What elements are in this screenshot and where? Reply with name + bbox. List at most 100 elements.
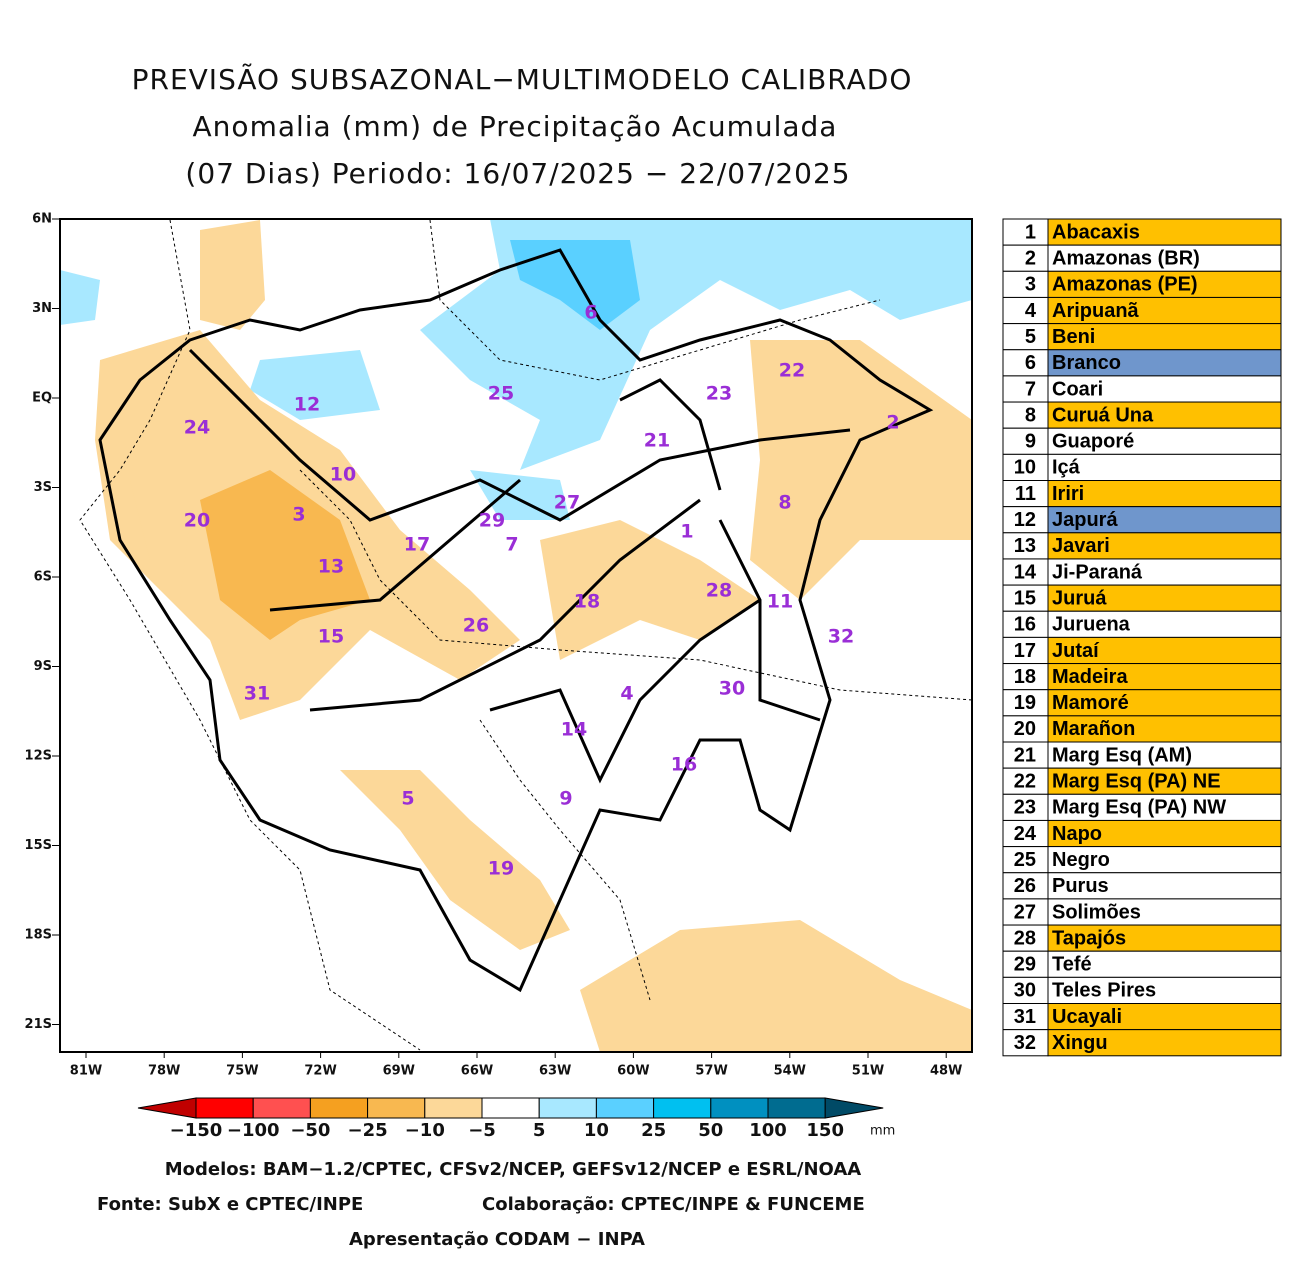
footer-presentation: Apresentação CODAM − INPA	[349, 1229, 645, 1250]
colorbar-label: 150	[806, 1120, 844, 1141]
row-name: Negro	[1052, 849, 1110, 871]
row-num-cell	[1002, 950, 1049, 978]
row-number: 29	[1014, 954, 1036, 976]
colorbar-label: −100	[227, 1120, 280, 1141]
row-name-cell	[1047, 584, 1282, 612]
basin-number: 4	[620, 683, 633, 705]
basin-number: 32	[828, 626, 854, 648]
row-num-cell	[1002, 427, 1049, 455]
row-name: Içá	[1052, 457, 1081, 479]
title-line: Anomalia (mm) de Precipitação Acumulada	[193, 110, 838, 143]
row-name: Mamoré	[1052, 692, 1129, 714]
row-number: 18	[1014, 666, 1036, 688]
title-line: PREVISÃO SUBSAZONAL−MULTIMODELO CALIBRAD…	[132, 63, 913, 96]
row-number: 27	[1014, 901, 1036, 923]
row-number: 14	[1014, 561, 1037, 583]
row-number: 4	[1025, 300, 1037, 322]
row-number: 15	[1014, 587, 1036, 609]
colorbar-box	[252, 1097, 311, 1119]
dry-area	[200, 470, 370, 640]
row-num-cell	[1002, 558, 1049, 586]
row-name: Marg Esq (PA) NE	[1052, 771, 1221, 793]
row-num-cell	[1002, 610, 1049, 638]
lat-label: 12S	[25, 749, 52, 764]
map-frame	[59, 218, 973, 1053]
basin-number: 28	[706, 580, 732, 602]
row-name: Aripuanã	[1052, 300, 1140, 322]
footer-models: Modelos: BAM−1.2/CPTEC, CFSv2/NCEP, GEFS…	[165, 1159, 862, 1180]
row-number: 2	[1025, 248, 1036, 270]
row-number: 25	[1014, 849, 1036, 871]
row-num-cell	[1002, 924, 1049, 952]
colorbar-box	[710, 1097, 769, 1119]
row-name: Iriri	[1052, 483, 1084, 505]
colorbar-box	[481, 1097, 540, 1119]
colorbar-end	[137, 1097, 197, 1119]
row-num-cell	[1002, 1003, 1049, 1031]
colorbar-label: −50	[290, 1120, 330, 1141]
row-number: 3	[1025, 274, 1036, 296]
dry-area	[130, 480, 190, 600]
basin-number: 2	[886, 412, 899, 434]
basin-number: 1	[680, 521, 693, 543]
row-name-cell	[1047, 872, 1282, 900]
basin-legend: 1 Abacaxis 2 Amazonas (BR) 3 Amazonas (PE) 4 Ar…	[1002, 218, 1282, 1057]
row-name-cell	[1047, 950, 1282, 978]
colorbar-box	[767, 1097, 826, 1119]
basin-number: 9	[559, 788, 572, 810]
lon-label: 57W	[695, 1064, 727, 1079]
basin-number: 25	[488, 383, 514, 405]
row-num-cell	[1002, 636, 1049, 665]
lat-label: 18S	[25, 928, 52, 943]
colorbar-box	[595, 1097, 655, 1119]
colorbar-label: 50	[698, 1120, 723, 1141]
row-name-cell	[1047, 636, 1282, 665]
row-number: 31	[1014, 1006, 1036, 1028]
row-number: 28	[1014, 927, 1036, 949]
lat-label: EQ	[32, 391, 52, 406]
row-name: Xingu	[1052, 1032, 1108, 1054]
basin-number: 24	[184, 417, 210, 439]
row-num-cell	[1002, 872, 1049, 900]
row-name-cell	[1047, 349, 1282, 377]
row-num-cell	[1002, 663, 1049, 691]
row-number: 11	[1015, 483, 1036, 505]
wet-area	[60, 270, 100, 325]
wet-area	[250, 350, 380, 420]
colorbar: −150 −100 −50 −25 −10 −5 5 10 25 50 100 150 mm	[137, 1097, 895, 1141]
basin-number: 20	[184, 510, 210, 532]
colorbar-label: −150	[170, 1120, 223, 1141]
row-name-cell	[1047, 453, 1282, 482]
row-number: 22	[1014, 771, 1036, 793]
colorbar-box	[367, 1097, 426, 1119]
row-num-cell	[1002, 976, 1049, 1004]
row-name-cell	[1047, 976, 1282, 1004]
row-name-cell	[1047, 1003, 1282, 1031]
row-name: Beni	[1052, 326, 1095, 348]
row-number: 10	[1014, 457, 1036, 479]
basin-number: 29	[479, 510, 505, 532]
row-name-cell	[1047, 558, 1282, 586]
colorbar-unit: mm	[870, 1124, 895, 1139]
row-name-cell	[1047, 819, 1282, 848]
lon-label: 75W	[226, 1064, 258, 1079]
basin-number: 8	[778, 492, 791, 514]
basin-number: 14	[561, 719, 587, 741]
row-number: 13	[1014, 535, 1036, 557]
row-num-cell	[1002, 767, 1049, 795]
basin-number: 5	[401, 788, 414, 810]
row-num-cell	[1002, 244, 1049, 272]
row-number: 26	[1014, 875, 1036, 897]
lon-label: 69W	[383, 1064, 415, 1079]
row-name: Juruá	[1052, 587, 1107, 609]
colorbar-label: −5	[468, 1120, 496, 1141]
row-name: Ji-Paraná	[1052, 561, 1143, 583]
row-name: Marañon	[1052, 718, 1135, 740]
row-number: 6	[1025, 352, 1036, 374]
colorbar-label: 5	[533, 1120, 546, 1141]
colorbar-box	[538, 1097, 597, 1119]
row-name: Madeira	[1052, 666, 1128, 688]
lon-label: 78W	[148, 1064, 180, 1079]
row-name: Coari	[1052, 378, 1103, 400]
